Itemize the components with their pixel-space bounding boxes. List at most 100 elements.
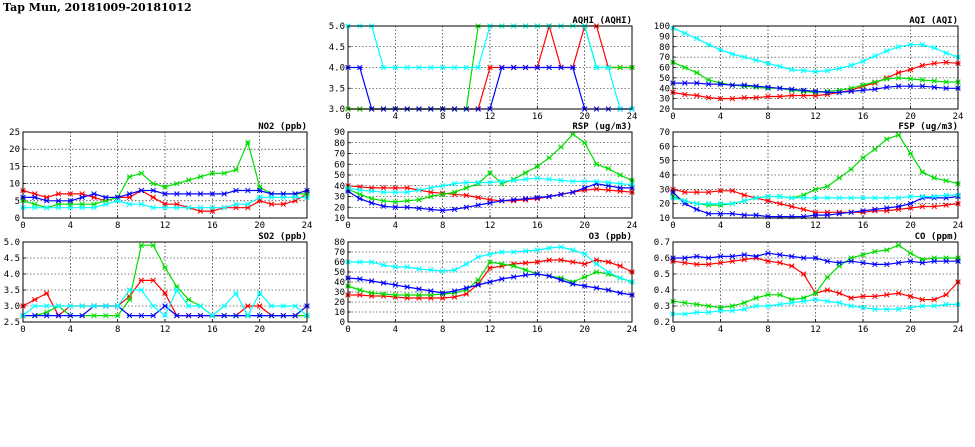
data-point <box>848 166 854 173</box>
data-point <box>617 180 623 187</box>
data-point <box>245 201 251 207</box>
data-point <box>268 303 275 309</box>
data-point <box>197 173 204 180</box>
x-tick-label: 8 <box>440 221 445 231</box>
data-point <box>931 60 938 67</box>
data-point <box>693 309 700 316</box>
data-point <box>919 193 926 200</box>
plot-frame <box>347 241 633 323</box>
data-point <box>558 244 564 250</box>
plot-frame <box>347 25 633 110</box>
data-point <box>581 261 588 267</box>
data-point <box>570 189 576 195</box>
data-point <box>836 195 843 201</box>
x-tick-label: 4 <box>393 325 398 335</box>
y-tick-label: 50 <box>334 171 345 181</box>
data-point <box>404 284 410 290</box>
x-tick-label: 16 <box>532 221 543 231</box>
data-point <box>245 187 251 194</box>
data-point <box>221 303 227 309</box>
data-point <box>717 95 724 102</box>
y-tick-label: 70 <box>334 248 345 258</box>
data-point <box>510 274 517 280</box>
data-point <box>824 195 831 201</box>
x-tick-label: 0 <box>345 112 350 122</box>
data-point <box>197 312 204 319</box>
data-point <box>150 242 156 248</box>
data-point <box>872 195 878 201</box>
x-tick-label: 24 <box>302 221 313 231</box>
data-point <box>765 60 771 67</box>
data-point <box>824 89 831 96</box>
data-point <box>883 205 890 211</box>
data-point <box>487 200 493 206</box>
plot-title: AQHI (AQHI) <box>572 16 632 26</box>
data-point <box>907 66 914 73</box>
plot-title: RSP (ug/m3) <box>572 122 632 132</box>
data-point <box>197 303 204 309</box>
x-tick-label: 16 <box>858 221 869 231</box>
data-point <box>510 196 517 203</box>
data-point <box>256 303 263 309</box>
data-point <box>162 204 168 211</box>
plot-frame <box>672 241 959 323</box>
x-tick-label: 20 <box>254 325 265 335</box>
data-point <box>245 312 251 319</box>
data-point <box>510 249 517 255</box>
data-point <box>428 206 434 213</box>
data-point <box>197 191 204 197</box>
data-point <box>581 251 588 257</box>
data-point <box>848 295 854 301</box>
data-point <box>174 191 180 197</box>
y-tick-label: 10 <box>659 214 670 224</box>
data-point <box>487 279 493 285</box>
y-tick-label: 3.5 <box>329 84 345 94</box>
data-point <box>741 82 748 88</box>
data-point <box>292 194 298 201</box>
data-point <box>693 253 700 260</box>
data-point <box>209 312 216 319</box>
data-point <box>570 64 576 71</box>
x-tick-label: 4 <box>718 221 723 231</box>
x-tick-label: 4 <box>718 325 723 335</box>
data-point <box>463 291 470 297</box>
data-point <box>416 286 422 292</box>
data-point <box>693 35 700 42</box>
data-point <box>428 267 434 273</box>
data-point <box>428 189 434 195</box>
y-tick-label: 60 <box>659 142 670 152</box>
data-point <box>221 170 227 177</box>
data-point <box>174 287 180 293</box>
x-tick-label: 16 <box>858 325 869 335</box>
data-point <box>404 292 410 298</box>
data-point <box>439 182 446 189</box>
x-tick-label: 8 <box>115 221 120 231</box>
data-point <box>682 30 688 37</box>
data-point <box>931 78 938 84</box>
data-point <box>280 194 287 201</box>
y-tick-label: 40 <box>334 182 345 192</box>
data-point <box>499 198 505 204</box>
y-tick-label: 5 <box>15 197 20 207</box>
data-point <box>705 77 712 83</box>
data-point <box>682 311 688 317</box>
data-point <box>404 185 410 191</box>
data-point <box>428 288 434 294</box>
y-tick-label: 0.3 <box>654 302 670 312</box>
data-point <box>43 204 50 211</box>
data-point <box>463 185 470 191</box>
y-tick-label: 15 <box>9 162 20 172</box>
data-point <box>848 303 854 309</box>
data-point <box>558 144 564 150</box>
y-tick-label: 3.0 <box>4 302 20 312</box>
data-point <box>753 253 759 260</box>
x-tick-label: 0 <box>670 221 675 231</box>
data-point <box>605 187 612 193</box>
data-point <box>800 206 807 213</box>
data-point <box>114 198 121 204</box>
data-point <box>919 260 926 266</box>
data-point <box>729 82 736 88</box>
data-point <box>368 200 375 206</box>
data-point <box>812 296 819 303</box>
data-point <box>428 185 434 191</box>
